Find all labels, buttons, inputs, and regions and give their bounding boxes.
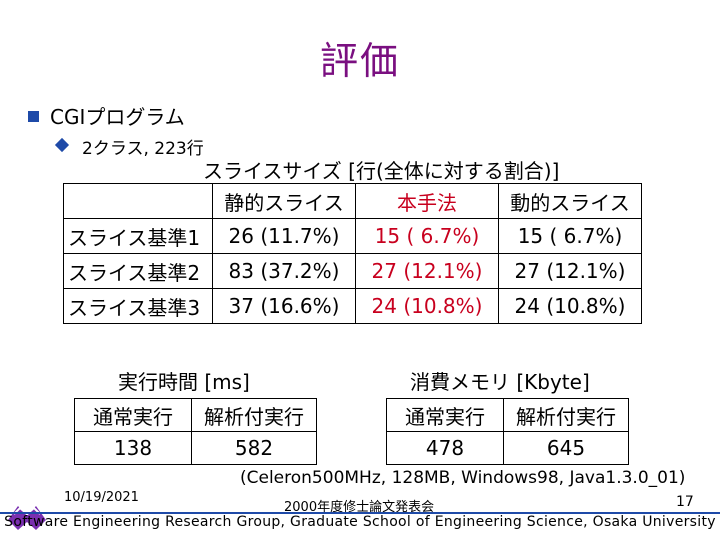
table-header-row: 静的スライス 本手法 動的スライス xyxy=(63,183,642,219)
conference-name: 2000年度修士論文発表会 xyxy=(284,500,435,515)
table-header-row: 通常実行 解析付実行 xyxy=(386,398,629,432)
table-cell: 83 (37.2%) xyxy=(212,253,356,289)
memory-table-caption: 消費メモリ [Kbyte] xyxy=(410,370,590,394)
execution-time-table: 通常実行 解析付実行 138 582 xyxy=(74,398,317,465)
table-cell: 24 (10.8%) xyxy=(498,288,642,324)
footer-affiliation: Software Engineering Research Group, Gra… xyxy=(4,514,716,530)
table-cell: 15 ( 6.7%) xyxy=(355,218,499,254)
table-row: 138 582 xyxy=(74,431,317,465)
table-header-cell: 通常実行 xyxy=(74,398,192,432)
table-header-cell: 動的スライス xyxy=(498,183,642,219)
table-header-cell: 解析付実行 xyxy=(191,398,317,432)
table-row: スライス基準1 26 (11.7%) 15 ( 6.7%) 15 ( 6.7%) xyxy=(63,218,642,254)
time-table-caption: 実行時間 [ms] xyxy=(118,370,250,394)
table-header-cell: 本手法 xyxy=(355,183,499,219)
table-cell: 27 (12.1%) xyxy=(498,253,642,289)
table-header-cell: 通常実行 xyxy=(386,398,504,432)
row-label: スライス基準2 xyxy=(63,253,213,289)
table-row: 478 645 xyxy=(386,431,629,465)
table-cell: 15 ( 6.7%) xyxy=(498,218,642,254)
table-row: スライス基準2 83 (37.2%) 27 (12.1%) 27 (12.1%) xyxy=(63,253,642,289)
bullet-class-lines: 2クラス, 223行 xyxy=(82,139,204,159)
row-label: スライス基準1 xyxy=(63,218,213,254)
table-header-cell: 解析付実行 xyxy=(503,398,629,432)
footer-divider xyxy=(0,512,720,514)
slice-size-table: 静的スライス 本手法 動的スライス スライス基準1 26 (11.7%) 15 … xyxy=(63,183,642,324)
table-header-row: 通常実行 解析付実行 xyxy=(74,398,317,432)
table-cell: 24 (10.8%) xyxy=(355,288,499,324)
bullet-square-icon xyxy=(28,111,39,122)
table-cell: 582 xyxy=(191,431,317,465)
slide-title: 評価 xyxy=(319,39,400,83)
bullet-diamond-icon xyxy=(54,137,70,153)
table-header-cell: 静的スライス xyxy=(212,183,356,219)
slice-table-caption: スライスサイズ [行(全体に対する割合)] xyxy=(203,159,560,183)
table-header-cell xyxy=(63,183,213,219)
slide-date: 10/19/2021 xyxy=(64,490,139,505)
table-row: スライス基準3 37 (16.6%) 24 (10.8%) 24 (10.8%) xyxy=(63,288,642,324)
row-label: スライス基準3 xyxy=(63,288,213,324)
memory-usage-table: 通常実行 解析付実行 478 645 xyxy=(386,398,629,465)
bullet-cgi-program: CGIプログラム xyxy=(50,105,185,129)
table-cell: 645 xyxy=(503,431,629,465)
table-cell: 478 xyxy=(386,431,504,465)
page-number: 17 xyxy=(676,494,694,510)
table-cell: 37 (16.6%) xyxy=(212,288,356,324)
table-cell: 138 xyxy=(74,431,192,465)
environment-note: (Celeron500MHz, 128MB, Windows98, Java1.… xyxy=(240,468,686,488)
table-cell: 26 (11.7%) xyxy=(212,218,356,254)
table-cell: 27 (12.1%) xyxy=(355,253,499,289)
